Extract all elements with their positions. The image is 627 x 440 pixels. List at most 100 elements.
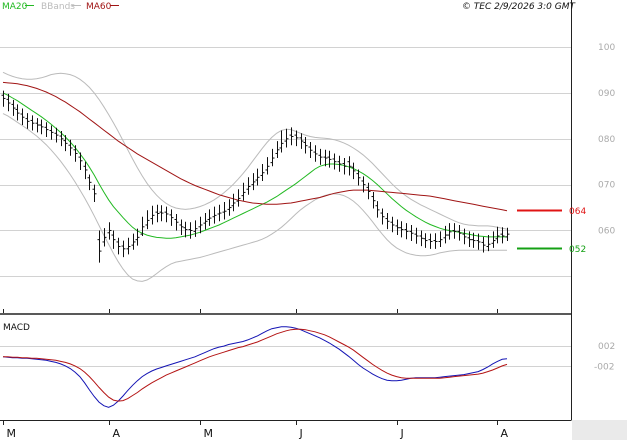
- price-tick-label: 070: [598, 181, 615, 191]
- ohlc-bar: [222, 202, 227, 220]
- bbands-lower-line: [2, 113, 507, 282]
- ohlc-bar: [251, 173, 256, 191]
- ohlc-bar: [428, 233, 433, 249]
- ohlc-bar: [423, 233, 428, 248]
- ohlc-bar: [332, 153, 337, 170]
- ohlc-bar: [121, 240, 126, 258]
- x-tick-label: J: [400, 427, 404, 440]
- ohlc-bar: [217, 204, 222, 222]
- ohlc-bar: [227, 199, 232, 216]
- bollinger-bands: [2, 71, 508, 282]
- ohlc-bar: [116, 237, 121, 255]
- ohlc-bar: [169, 209, 174, 226]
- macd-y-ticks: 002 -002: [594, 342, 615, 372]
- last-value-markers: 064 052: [517, 207, 586, 255]
- ohlc-bar: [284, 128, 289, 148]
- signal-line: [3, 328, 508, 402]
- ohlc-bar: [193, 220, 198, 237]
- ohlc-bar: [203, 213, 208, 230]
- ohlc-bar: [188, 222, 193, 239]
- timestamp: © TEC 2/9/2026 3:0 GMT: [462, 2, 577, 12]
- ohlc-bar: [35, 118, 40, 133]
- ohlc-bar: [260, 164, 265, 181]
- ohlc-bar: [299, 133, 304, 149]
- ohlc-bar: [347, 156, 352, 176]
- ohlc-bar: [150, 205, 155, 225]
- ohlc-bar: [452, 223, 457, 239]
- ohlc-bar: [212, 206, 217, 224]
- ohlc-bar: [313, 145, 318, 162]
- ohlc-bar: [78, 152, 83, 170]
- ohlc-bar: [131, 233, 136, 250]
- ohlc-bar: [25, 113, 30, 129]
- ohlc-bar: [275, 141, 280, 159]
- ohlc-bar: [395, 219, 400, 236]
- ohlc-bar: [236, 189, 241, 207]
- price-bars: [1, 90, 510, 263]
- ohlc-bar: [351, 162, 356, 180]
- ohlc-bar: [414, 227, 419, 244]
- ohlc-bar: [126, 237, 131, 255]
- price-y-ticks: 100 090 080 070 060: [598, 43, 615, 236]
- ohlc-bar: [438, 231, 443, 247]
- x-tick-label: A: [113, 427, 121, 440]
- ohlc-bar: [183, 221, 188, 238]
- ohlc-bar: [20, 108, 25, 126]
- price-tick-label: 080: [598, 135, 615, 145]
- ohlc-bar: [366, 182, 371, 200]
- ohlc-bar: [375, 201, 380, 218]
- right-axis-bg: [572, 0, 627, 420]
- ohlc-bar: [97, 230, 102, 263]
- ohlc-bar: [1, 90, 6, 107]
- ohlc-bar: [399, 221, 404, 238]
- legend-ma60-label: MA60: [86, 2, 112, 12]
- ohlc-bar: [289, 127, 294, 146]
- ohlc-bar: [255, 168, 260, 186]
- ohlc-bar: [207, 209, 212, 226]
- ohlc-bar: [327, 150, 332, 168]
- legend-bbands-label: BBands: [41, 2, 75, 12]
- ohlc-bar: [111, 230, 116, 249]
- ohlc-bar: [246, 177, 251, 195]
- ohlc-bar: [63, 135, 68, 152]
- ohlc-bar: [44, 122, 49, 137]
- ohlc-bar: [68, 139, 73, 156]
- macd-gridlines: [0, 346, 571, 367]
- ohlc-bar: [159, 205, 164, 222]
- ohlc-bar: [241, 182, 246, 201]
- macd-title: MACD: [3, 323, 30, 333]
- ma20-line: [2, 92, 507, 239]
- ohlc-bar: [361, 176, 366, 193]
- ohlc-bar: [505, 227, 510, 242]
- ohlc-bar: [476, 233, 481, 250]
- ohlc-bar: [54, 127, 59, 143]
- ohlc-bar: [73, 145, 78, 162]
- ohlc-bar: [471, 232, 476, 248]
- ohlc-bar: [174, 213, 179, 231]
- ohlc-bar: [443, 225, 448, 244]
- ohlc-bar: [481, 236, 486, 253]
- x-tick-label: M: [7, 427, 17, 440]
- ohlc-bar: [107, 222, 112, 240]
- ohlc-bar: [390, 216, 395, 233]
- ohlc-bar: [404, 223, 409, 240]
- ohlc-bar: [135, 228, 140, 246]
- ma60-line: [2, 81, 508, 212]
- ohlc-bar: [265, 157, 270, 175]
- price-tick-label: 090: [598, 89, 615, 99]
- ohlc-bar: [495, 226, 500, 244]
- x-tick-label: M: [204, 427, 214, 440]
- ohlc-bar: [433, 233, 438, 249]
- ohlc-bar: [500, 227, 505, 244]
- x-tick-label: J: [299, 427, 303, 440]
- price-tick-label: 060: [598, 226, 615, 236]
- ohlc-bar: [179, 219, 184, 236]
- ohlc-bar: [30, 115, 35, 131]
- price-tick-label: 100: [598, 43, 615, 53]
- ohlc-bar: [231, 193, 236, 212]
- ohlc-bar: [419, 230, 424, 247]
- ohlc-bar: [6, 93, 11, 112]
